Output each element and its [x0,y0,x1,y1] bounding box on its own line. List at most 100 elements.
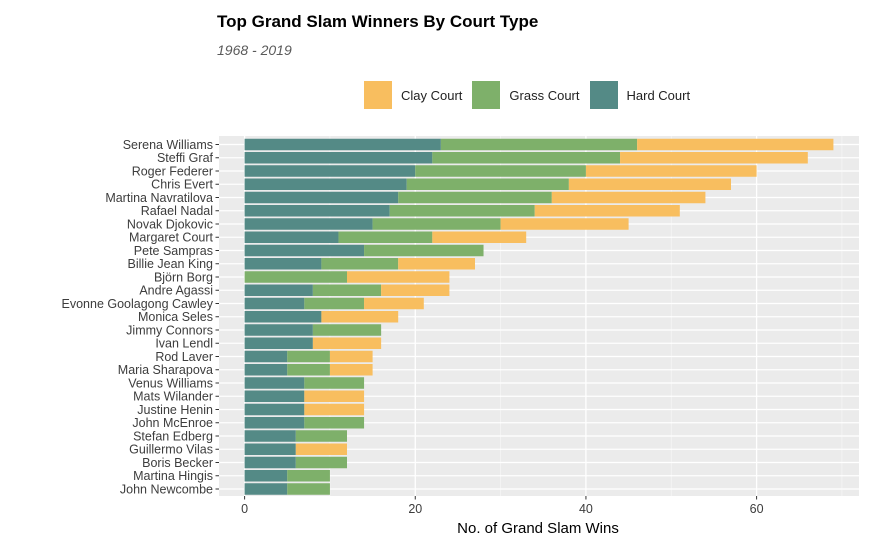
bar-grass-court [287,483,330,495]
legend-label-clay: Clay Court [401,87,463,103]
bar-hard-court [244,244,365,257]
bar-hard-court [244,483,288,495]
bar-grass-court [389,205,535,217]
legend-label-grass: Grass Court [509,87,580,103]
bar-hard-court [244,284,313,296]
bar-clay-court [329,350,373,363]
bar-hard-court [244,218,373,230]
y-tick-label: Björn Borg [154,270,213,284]
bar-grass-court [244,271,347,283]
y-tick-label: John McEnroe [132,416,213,430]
bar-hard-court [244,324,313,336]
bar-clay-court [568,178,731,190]
bar-clay-court [347,271,450,283]
bar-grass-court [312,284,382,296]
bar-grass-court [295,430,347,442]
x-axis-ticks: 0 20 40 60 [241,496,764,516]
bar-hard-court [244,403,305,416]
y-tick-label: Guillermo Vilas [129,443,213,457]
bar-hard-court [244,165,416,177]
bar-hard-court [244,191,399,204]
legend-item-grass: Grass Court [472,81,580,109]
bar-clay-court [381,284,450,296]
bar-hard-court [244,205,390,217]
y-tick-label: Venus Williams [128,376,213,390]
x-tick-label: 0 [241,502,248,516]
bar-hard-court [244,297,305,310]
bar-grass-court [398,191,552,204]
bar-grass-court [287,364,330,376]
y-tick-label: Justine Henin [137,403,213,417]
chart-title: Top Grand Slam Winners By Court Type [217,12,539,31]
y-tick-label: Billie Jean King [128,257,214,271]
bar-hard-court [244,258,322,270]
bar-clay-court [364,297,424,310]
chart-subtitle: 1968 - 2019 [217,42,292,58]
y-tick-label: Stefan Edberg [133,429,213,443]
bar-hard-court [244,470,288,482]
bar-hard-court [244,364,288,376]
y-tick-label: Maria Sharapova [118,363,213,377]
bar-grass-court [415,165,586,177]
y-tick-label: Martina Navratilova [105,191,213,205]
bar-clay-court [585,165,757,177]
y-tick-label: Andre Agassi [139,284,213,298]
x-axis-label: No. of Grand Slam Wins [457,520,619,537]
bar-grass-court [304,377,365,389]
bar-grass-court [304,297,365,310]
y-tick-label: Pete Sampras [134,244,213,258]
bar-clay-court [329,364,373,376]
y-tick-label: Novak Djokovic [127,217,213,231]
bar-grass-court [312,324,382,336]
bar-hard-court [244,231,339,243]
bar-grass-court [406,178,569,190]
bar-grass-court [372,218,501,230]
legend-item-hard: Hard Court [589,81,690,109]
bar-grass-court [440,138,638,151]
bar-clay-court [398,258,475,270]
y-tick-label: Roger Federer [132,164,213,178]
bar-hard-court [244,311,322,323]
bar-hard-court [244,377,305,389]
bar-hard-court [244,417,305,429]
bar-clay-court [304,403,365,416]
bar-clay-court [432,231,527,243]
bar-clay-court [321,311,399,323]
y-tick-label: Chris Evert [151,178,213,192]
legend-key-grass [472,81,501,109]
bar-clay-court [637,138,834,151]
bar-grass-court [295,456,347,469]
bar-grass-court [304,417,365,429]
bar-hard-court [244,337,313,349]
bar-clay-court [304,390,365,402]
bar-clay-court [620,152,808,164]
bar-hard-court [244,456,296,469]
bar-grass-court [364,244,484,257]
y-tick-label: Evonne Goolagong Cawley [62,297,214,311]
x-tick-label: 20 [408,502,422,516]
y-tick-label: Ivan Lendl [155,337,213,351]
y-tick-label: John Newcombe [120,482,213,496]
y-tick-label: Monica Seles [138,310,213,324]
bar-clay-court [500,218,629,230]
bar-grass-court [287,470,330,482]
y-tick-label: Rod Laver [155,350,213,364]
x-tick-label: 40 [579,502,593,516]
bar-hard-court [244,138,441,151]
y-tick-label: Boris Becker [142,456,213,470]
x-tick-label: 60 [750,502,764,516]
legend-item-clay: Clay Court [364,81,462,109]
y-tick-label: Serena Williams [123,138,213,152]
bars [244,138,834,495]
legend-key-hard [589,81,618,109]
bar-grass-court [338,231,433,243]
bar-hard-court [244,430,296,442]
bar-clay-court [534,205,680,217]
bar-clay-court [551,191,706,204]
bar-grass-court [287,350,330,363]
legend: Clay Court Grass Court Hard Court [364,81,700,109]
y-tick-label: Steffi Graf [157,151,214,165]
bar-grass-court [432,152,621,164]
